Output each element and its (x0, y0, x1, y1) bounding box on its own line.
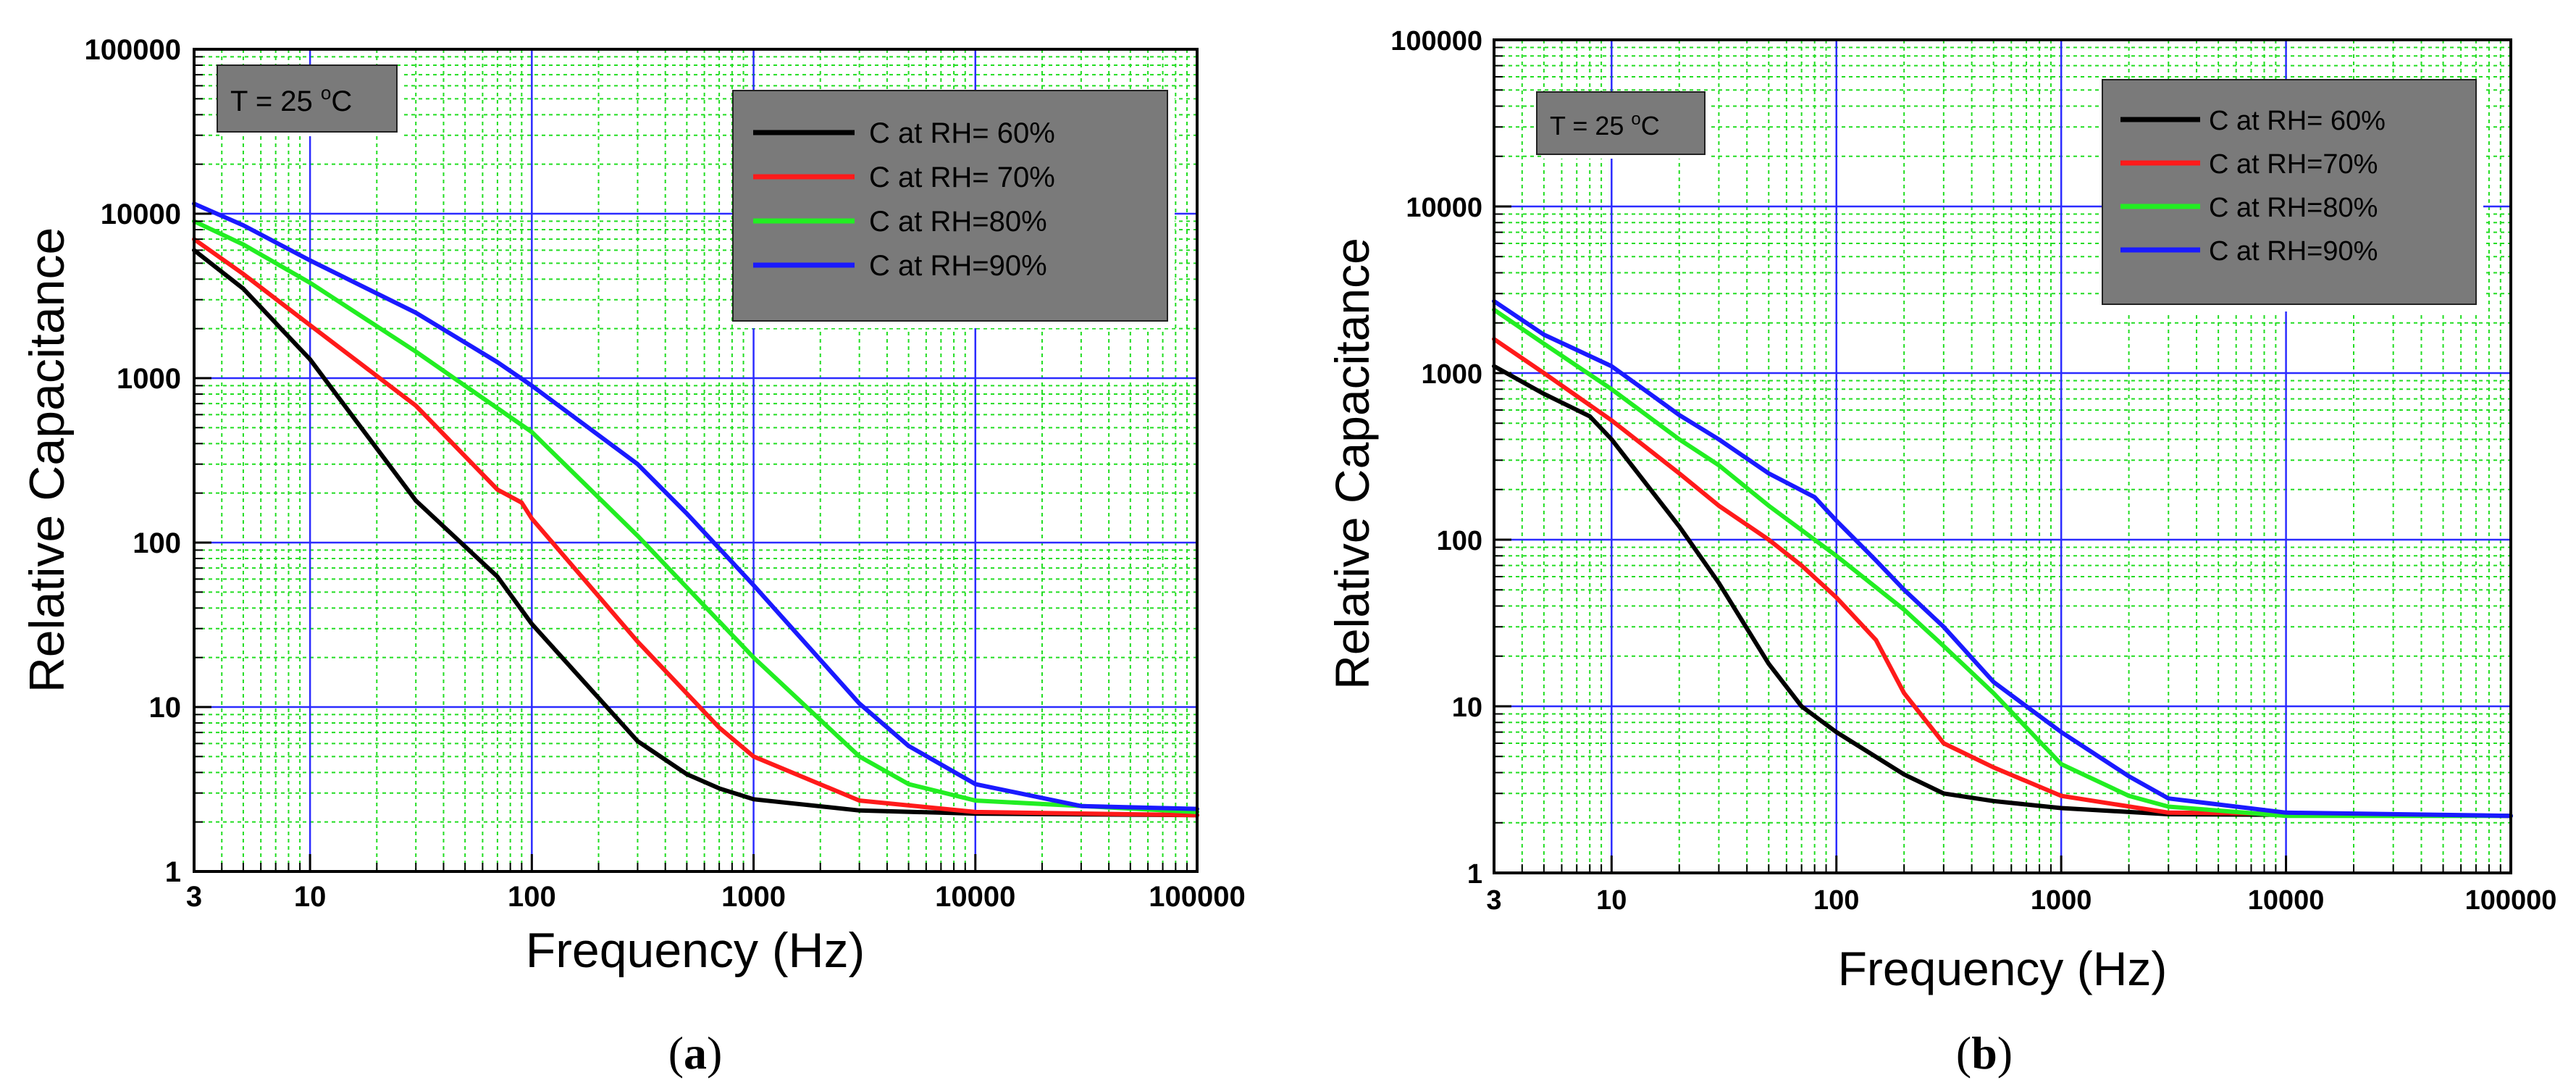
legend-label-1: C at RH= 60% (2209, 106, 2386, 136)
y-axis-title-b: Relative Capacitance (1325, 238, 1379, 690)
caption-close-b: ) (1997, 1027, 2013, 1079)
caption-open-b: ( (1956, 1027, 1971, 1079)
svg-text:T = 25 oC: T = 25 oC (1550, 109, 1660, 141)
x-tick-label: 10000 (2248, 885, 2325, 916)
plot-frame-a (193, 48, 1199, 873)
svg-text:(a): (a) (668, 1027, 723, 1079)
x-tick-label: 3 (186, 881, 202, 913)
x-tick-label: 100 (508, 881, 556, 913)
legend-label-2: C at RH= 70% (869, 162, 1055, 193)
y-tick-label: 100000 (85, 34, 181, 66)
y-tick-label: 100000 (1390, 26, 1482, 57)
caption-letter-b: b (1971, 1027, 1997, 1079)
series-line-3 (192, 219, 1199, 814)
y-tick-label: 1000 (117, 363, 181, 395)
x-tick-label: 100000 (1149, 881, 1245, 913)
legend-label-3: C at RH=80% (869, 206, 1047, 238)
y-tick-label: 1 (1467, 859, 1482, 890)
series-layer-a (192, 201, 1199, 818)
degree-mark-a: o (321, 82, 331, 104)
x-tick-label: 1000 (721, 881, 786, 913)
y-tick-label: 10000 (1406, 193, 1482, 223)
legend-b: C at RH= 60% C at RH=70% C at RH=80% C at R… (2102, 79, 2483, 311)
annotation-suffix-a: C (331, 85, 352, 117)
y-tick-label: 10000 (101, 198, 181, 230)
x-tick-label: 10000 (935, 881, 1015, 913)
caption-letter-a: a (684, 1027, 707, 1079)
chart-panel-a: 3 10 100 1000 10000 100000 1 10 100 1000 10000 100… (20, 34, 1246, 1079)
y-tick-label: 100 (1437, 526, 1482, 556)
y-tick-label: 1000 (1421, 359, 1482, 390)
degree-mark-b: o (1631, 109, 1640, 129)
x-tick-labels-b: 3 10 100 1000 10000 100000 (1486, 885, 2556, 916)
y-tick-label: 1 (165, 856, 181, 888)
annotation-prefix-a: T = 25 (230, 85, 321, 117)
temperature-annotation-b: T = 25 oC (1536, 91, 1709, 159)
y-tick-label: 10 (1452, 693, 1482, 723)
svg-text:(b): (b) (1956, 1027, 2013, 1079)
x-tick-label: 10 (1596, 885, 1627, 916)
y-axis-title-a: Relative Capacitance (20, 227, 75, 693)
x-tick-label: 1000 (2031, 885, 2092, 916)
x-axis-title-b: Frequency (Hz) (1838, 942, 2168, 995)
series-line-1 (192, 248, 1199, 818)
annotation-prefix-b: T = 25 (1550, 111, 1631, 141)
legend-items-b: C at RH= 60% C at RH=70% C at RH=80% C at R… (2120, 106, 2386, 267)
chart-panel-b: 3 10 100 1000 10000 100000 1 10 100 1000 10000 100… (1325, 26, 2556, 1079)
axis-ticks-b (1493, 38, 2512, 874)
series-line-1 (1492, 364, 2513, 819)
x-tick-label: 100 (1813, 885, 1859, 916)
legend-items-a: C at RH= 60% C at RH= 70% C at RH=80% C at … (753, 117, 1055, 282)
svg-text:T = 25 oC: T = 25 oC (230, 82, 352, 117)
series-layer-b (1492, 298, 2513, 819)
caption-close-a: ) (707, 1027, 722, 1079)
series-line-3 (1492, 307, 2513, 819)
legend-label-1: C at RH= 60% (869, 117, 1055, 149)
y-tick-labels-a: 1 10 100 1000 10000 100000 (85, 34, 181, 888)
y-tick-labels-b: 1 10 100 1000 10000 100000 (1390, 26, 1482, 890)
annotation-suffix-b: C (1641, 111, 1660, 141)
legend-label-2: C at RH=70% (2209, 149, 2378, 180)
temperature-annotation-a: T = 25 oC (217, 64, 401, 136)
minor-grid-b (1493, 40, 2511, 873)
x-tick-labels-a: 3 10 100 1000 10000 100000 (186, 881, 1246, 913)
legend-label-4: C at RH=90% (2209, 236, 2378, 267)
x-axis-title-a: Frequency (Hz) (526, 923, 865, 978)
legend-label-3: C at RH=80% (2209, 193, 2378, 223)
legend-a: C at RH= 60% C at RH= 70% C at RH=80% C at … (732, 90, 1175, 328)
x-tick-label: 100000 (2465, 885, 2557, 916)
series-line-4 (192, 201, 1199, 811)
caption-open-a: ( (668, 1027, 684, 1079)
y-tick-label: 10 (149, 692, 182, 724)
series-line-4 (1492, 298, 2513, 819)
series-line-2 (1492, 337, 2513, 819)
legend-label-4: C at RH=90% (869, 250, 1047, 282)
x-tick-label: 10 (294, 881, 327, 913)
axis-ticks-a (193, 48, 1199, 873)
x-tick-label: 3 (1486, 885, 1501, 916)
plot-frame-b (1493, 38, 2512, 874)
y-tick-label: 100 (133, 527, 181, 559)
series-line-2 (192, 237, 1199, 818)
